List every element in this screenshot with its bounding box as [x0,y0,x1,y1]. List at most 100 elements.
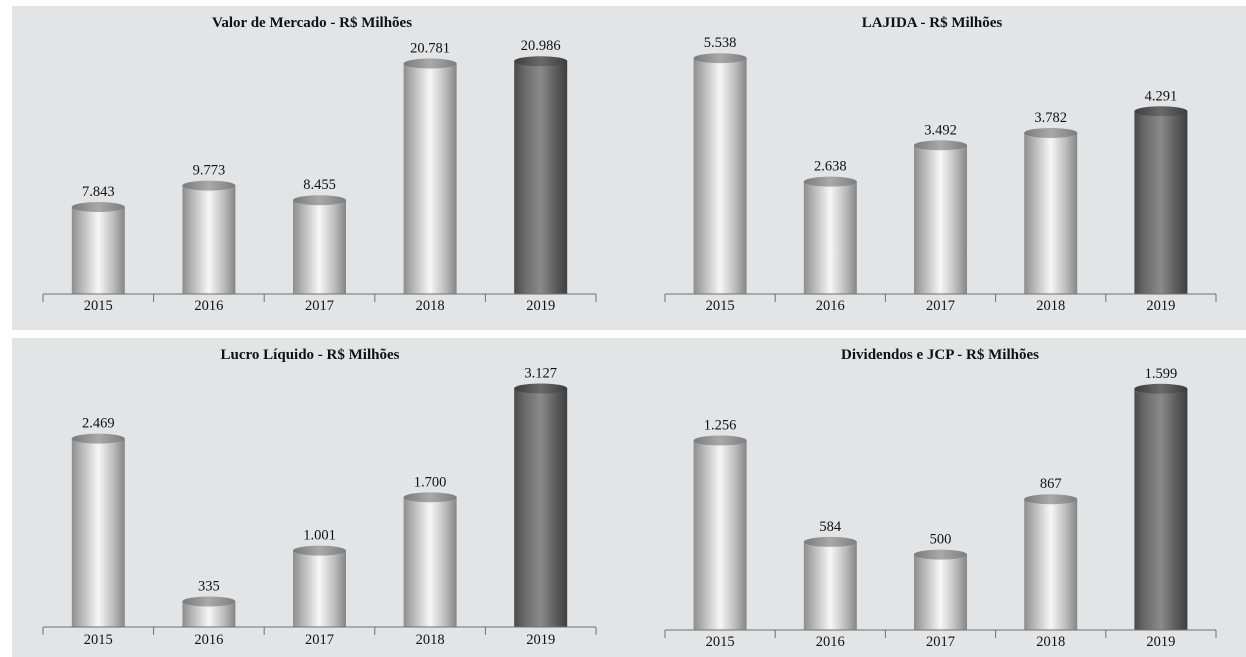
bar-cap [803,176,857,187]
bar-cap [182,596,236,607]
bar-body [403,63,457,294]
data-label: 4.291 [1145,88,1178,104]
bar-2015 [71,433,125,627]
bar-2016 [803,536,857,630]
bar-body [293,200,346,294]
bar-2016 [182,180,236,294]
x-tick-label: 2016 [194,298,223,314]
bar-2017 [914,140,967,294]
data-label: 2.638 [814,159,847,175]
chart-title: Dividendos e JCP - R$ Milhões [841,347,1039,363]
bar-2018 [403,492,457,627]
data-label: 7.843 [82,184,115,200]
x-tick-label: 2019 [526,632,555,648]
bar-body [293,550,346,627]
bar-2015 [693,435,747,630]
bar-2019 [514,383,568,627]
data-label: 3.492 [924,122,957,138]
bar-cap [403,58,457,69]
data-label: 1.599 [1145,366,1178,382]
data-label: 867 [1040,476,1062,492]
bar-cap [293,545,346,556]
bar-2018 [403,58,457,294]
bar-cap [1024,494,1078,505]
bar-body [803,181,857,294]
bar-cap [71,433,125,444]
bar-body [914,145,967,294]
bar-cap [1134,383,1188,394]
x-tick-label: 2019 [1146,298,1175,314]
bar-body [71,207,125,294]
chart-title: LAJIDA - R$ Milhões [862,15,1003,31]
bar-cap [514,56,568,67]
bar-body [1024,132,1078,294]
data-label: 335 [198,578,220,594]
bar-cap [293,195,346,206]
x-tick-label: 2017 [305,298,334,314]
data-label: 9.773 [193,163,226,179]
bar-body [693,440,747,630]
bar-body [693,58,747,295]
data-label: 3.127 [524,365,557,381]
bar-2015 [71,202,125,294]
x-tick-label: 2016 [194,632,223,648]
bar-cap [914,140,967,151]
x-tick-label: 2018 [1036,298,1065,314]
bar-2017 [293,195,346,294]
bar-body [403,497,457,627]
x-tick-label: 2017 [305,632,334,648]
x-tick-label: 2015 [84,632,113,648]
bar-2019 [1134,383,1188,630]
bar-cap [403,492,457,503]
bar-body [514,388,568,627]
bar-body [803,541,857,630]
bar-body [1134,111,1188,294]
chart-title: Lucro Líquido - R$ Milhões [221,347,400,363]
x-tick-label: 2017 [926,298,955,314]
data-label: 2.469 [82,416,115,432]
chart-dividendos-e-jcp: Dividendos e JCP - R$ Milhões 1.256 584 500… [664,347,1217,650]
bar-cap [1134,106,1188,117]
data-label: 1.001 [303,528,336,544]
chart-valor-de-mercado: Valor de Mercado - R$ Milhões 7.843 9.773 8… [42,15,597,314]
x-tick-label: 2018 [416,632,445,648]
bar-2016 [182,596,236,627]
chart-lajida: LAJIDA - R$ Milhões 5.538 2.638 3.492 3.782 4… [664,15,1217,314]
data-label: 8.455 [303,177,336,193]
bar-cap [914,549,967,560]
bar-2016 [803,176,857,294]
x-tick-label: 2018 [416,298,445,314]
bar-2017 [293,545,346,627]
bar-2017 [914,549,967,630]
bar-cap [1024,127,1078,138]
bar-2018 [1024,127,1078,294]
x-tick-label: 2015 [706,298,735,314]
data-label: 5.538 [704,35,737,51]
bar-cap [803,536,857,547]
bar-body [914,554,967,630]
bar-body [1134,388,1188,630]
data-label: 3.782 [1034,110,1067,126]
x-tick-label: 2016 [816,298,845,314]
x-tick-label: 2015 [706,634,735,650]
bar-body [71,438,125,627]
x-tick-label: 2015 [84,298,113,314]
bar-2015 [693,53,747,295]
data-label: 20.986 [521,38,561,54]
data-label: 584 [819,519,842,535]
chart-lucro-liquido: Lucro Líquido - R$ Milhões 2.469 335 1.001 1… [42,347,597,648]
bar-cap [693,435,747,446]
bar-cap [514,383,568,394]
bar-2019 [1134,106,1188,294]
bar-body [182,185,236,294]
x-tick-label: 2019 [1146,634,1175,650]
bar-cap [182,180,236,191]
data-label: 500 [930,532,952,548]
data-label: 20.781 [410,40,450,56]
data-label: 1.700 [414,474,447,490]
bar-body [514,61,568,295]
data-label: 1.256 [704,418,737,434]
bar-2018 [1024,494,1078,630]
bar-cap [71,202,125,213]
x-tick-label: 2017 [926,634,955,650]
